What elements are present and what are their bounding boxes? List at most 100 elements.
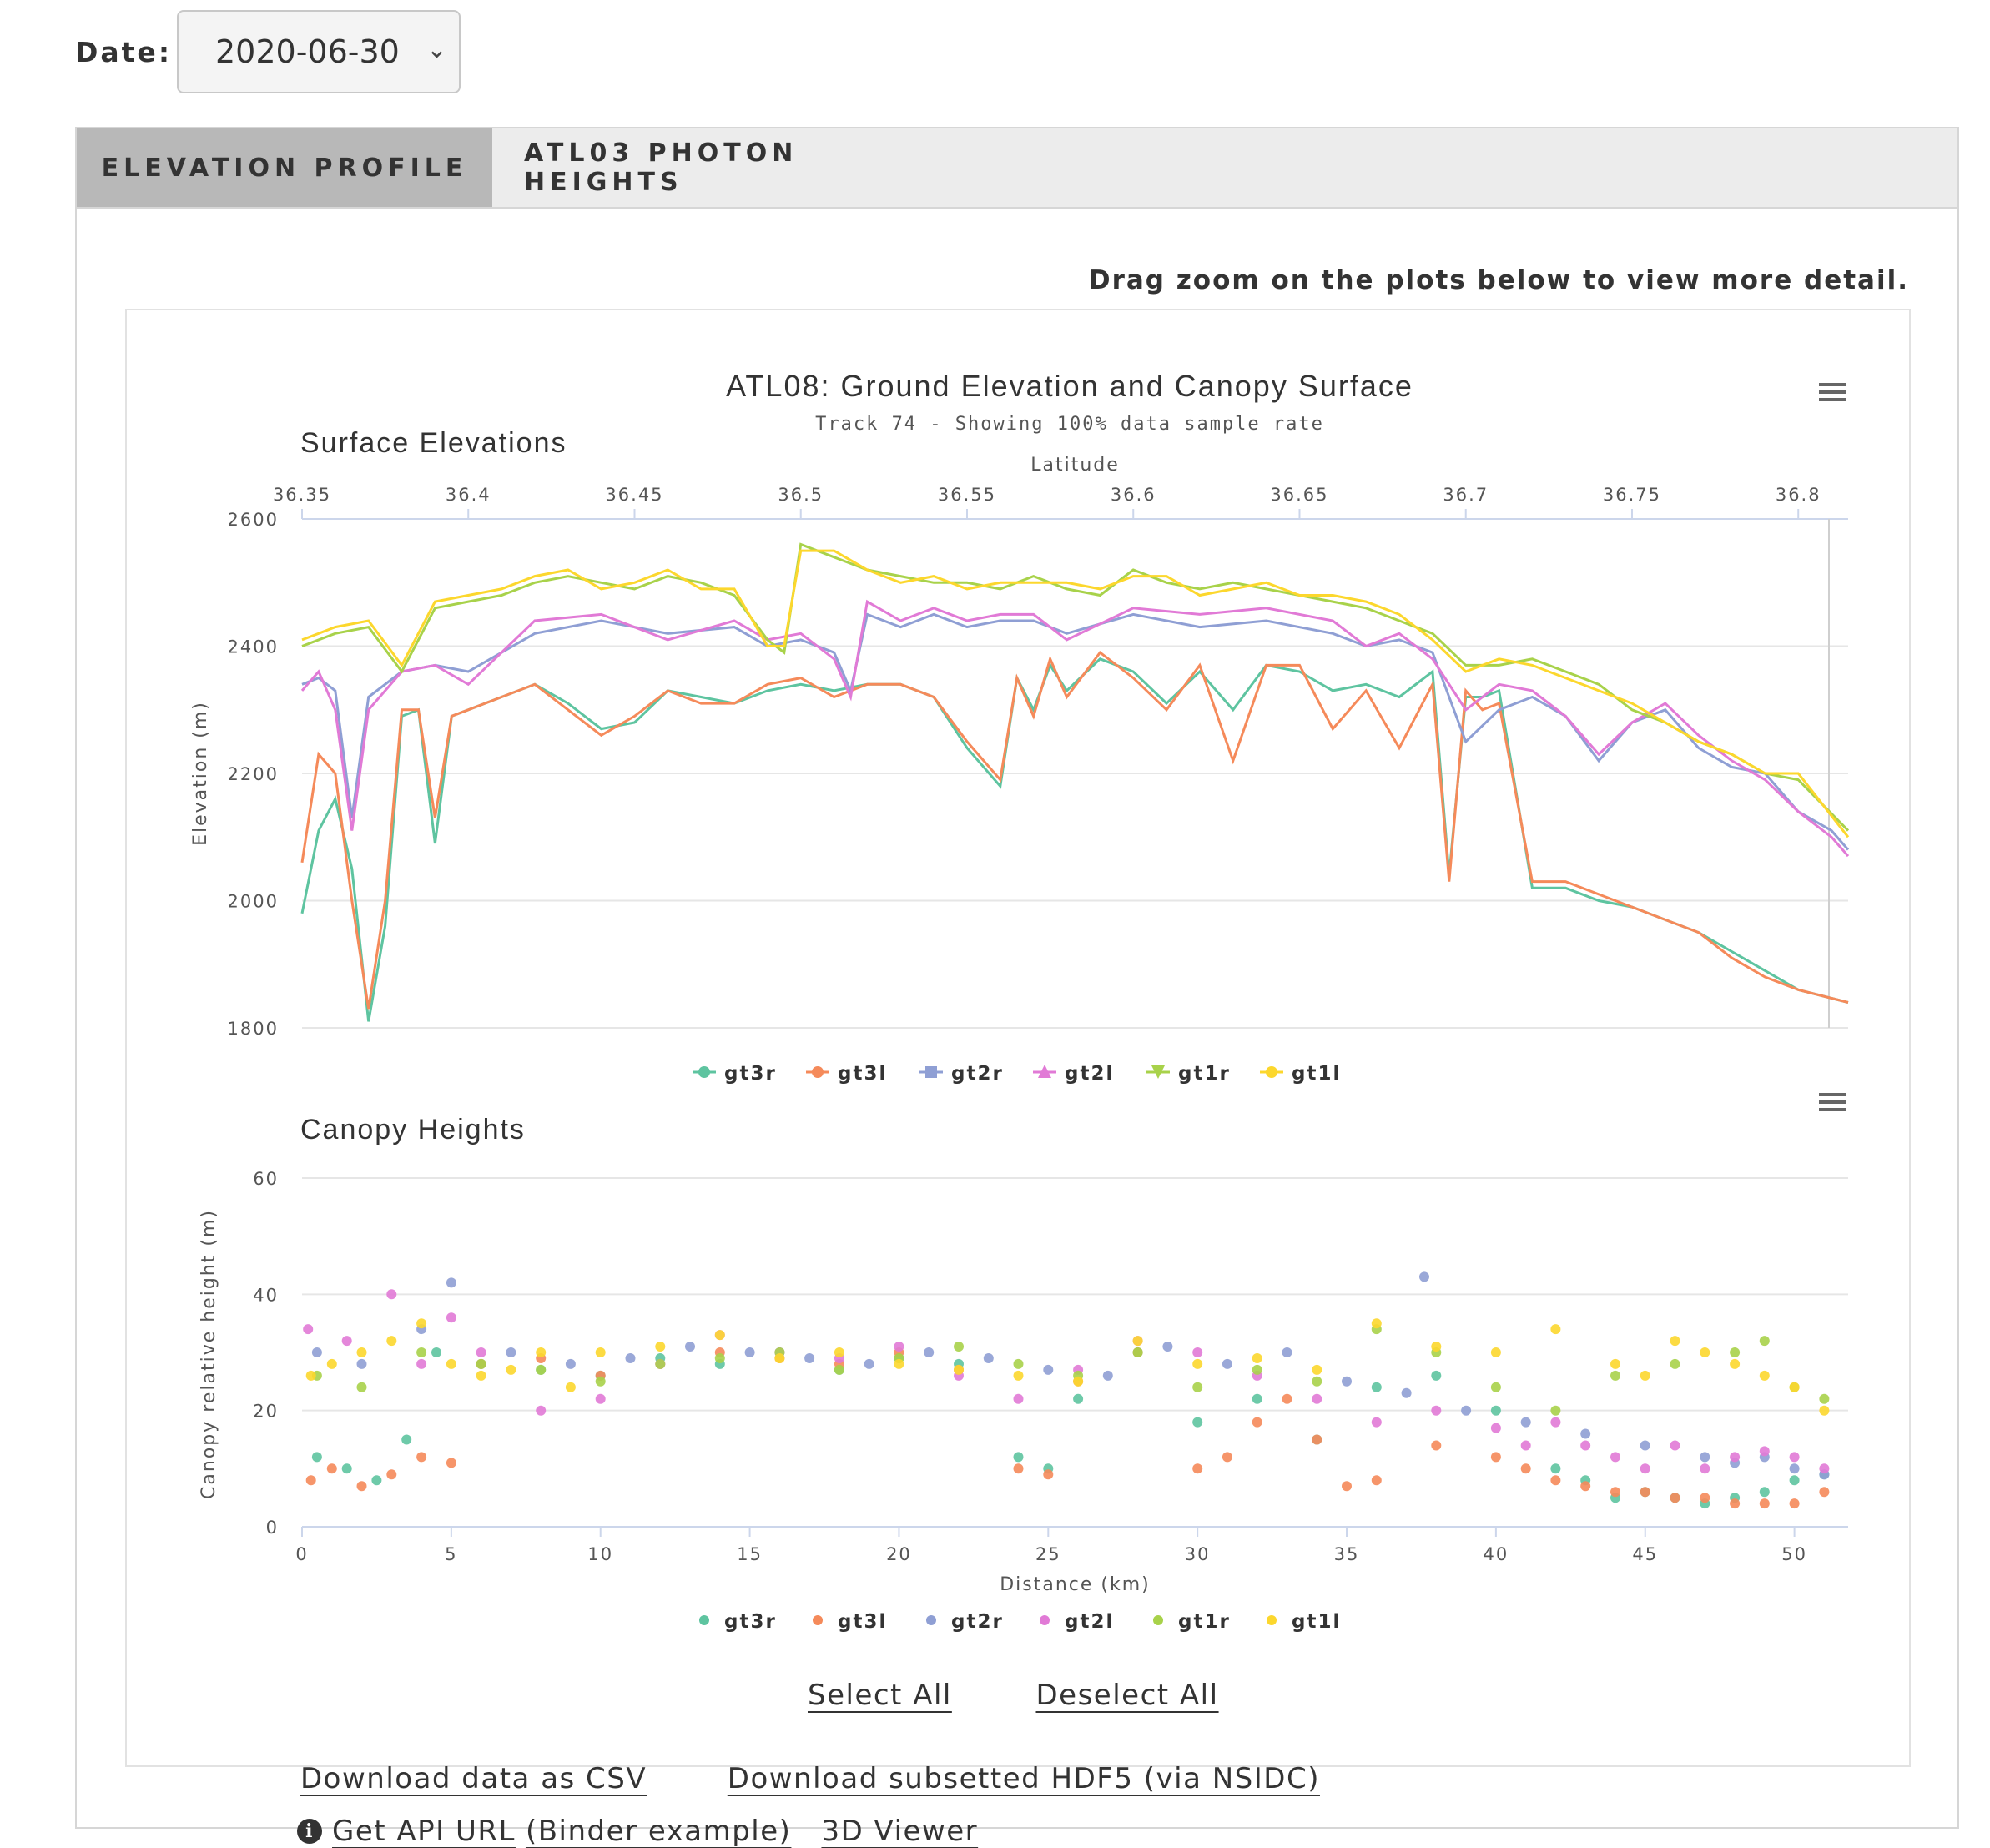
legend-label-gt2r: gt2r [951, 1611, 1004, 1633]
legend-marker-gt3r [699, 1615, 709, 1625]
scatter-point-gt3l [1282, 1393, 1292, 1404]
y-tick-label: 40 [253, 1285, 279, 1305]
scatter-point-gt2l [1819, 1463, 1830, 1474]
scatter-point-gt2r [685, 1342, 695, 1352]
chart-title: ATL08: Ground Elevation and Canopy Surfa… [726, 369, 1413, 403]
x-tick-label: 45 [1632, 1544, 1658, 1564]
scatter-point-gt3l [416, 1452, 427, 1463]
y-axis-title: Canopy relative height (m) [199, 1209, 219, 1499]
scatter-point-gt2l [1371, 1417, 1382, 1428]
download-csv-link[interactable]: Download data as CSV [300, 1762, 647, 1795]
x-tick-label: 35 [1334, 1544, 1360, 1564]
x-axis-title: Latitude [1030, 455, 1120, 476]
scatter-point-gt2r [983, 1353, 994, 1363]
scatter-point-gt1l [356, 1347, 367, 1357]
scatter-point-gt3r [431, 1347, 441, 1357]
scatter-point-gt2r [864, 1358, 874, 1369]
x-tick-label: 20 [886, 1544, 912, 1564]
scatter-point-gt2l [476, 1347, 486, 1357]
deselect-all-link[interactable]: Deselect All [1035, 1679, 1219, 1712]
scatter-point-gt3r [1371, 1382, 1382, 1392]
scatter-point-gt1l [1610, 1358, 1620, 1369]
legend-marker-gt2r [925, 1066, 937, 1078]
scatter-point-gt2l [536, 1405, 547, 1416]
scatter-point-gt2r [625, 1353, 636, 1363]
scatter-point-gt1r [356, 1382, 367, 1392]
get-api-url-link[interactable]: Get API URL [332, 1815, 516, 1848]
scatter-point-gt3r [1431, 1370, 1442, 1381]
scatter-point-gt1r [536, 1364, 547, 1375]
scatter-point-gt3l [1789, 1498, 1800, 1509]
legend-label-gt2r: gt2r [951, 1063, 1004, 1085]
scatter-point-gt1l [655, 1342, 666, 1352]
scatter-point-gt2r [565, 1358, 576, 1369]
x-tick-label: 30 [1185, 1544, 1211, 1564]
scatter-point-gt1l [1312, 1364, 1322, 1375]
scatter-point-gt3r [1252, 1393, 1262, 1404]
canopy-legend: gt3r gt3l gt2r gt2l gt1r gt1l [699, 1611, 1339, 1633]
scatter-point-gt2l [1700, 1463, 1710, 1474]
hamburger-menu-icon[interactable] [1819, 383, 1846, 401]
y-tick-label: 2000 [228, 892, 279, 912]
scatter-point-gt1l [536, 1347, 547, 1357]
scatter-point-gt1r [416, 1347, 427, 1357]
scatter-point-gt2l [1192, 1347, 1203, 1357]
scatter-point-gt3l [1670, 1493, 1680, 1503]
tab-elevation-profile[interactable]: ELEVATION PROFILE [77, 128, 492, 207]
scatter-point-gt1l [1700, 1347, 1710, 1357]
series-line-gt1l [301, 549, 1850, 838]
y-axis-title: Elevation (m) [190, 701, 211, 846]
scatter-point-gt3r [401, 1434, 412, 1445]
scatter-point-gt1r [1192, 1382, 1203, 1392]
x-tick-label: 36.45 [605, 485, 663, 505]
scatter-point-gt2r [1520, 1417, 1531, 1428]
binder-example-link[interactable]: (Binder example) [525, 1815, 792, 1848]
scatter-point-gt3l [1730, 1498, 1741, 1509]
date-select-value: 2020-06-30 [215, 33, 400, 70]
scatter-point-gt2r [1789, 1463, 1800, 1474]
x-tick-label: 36.7 [1443, 485, 1489, 505]
scatter-point-gt1l [1371, 1318, 1382, 1329]
scatter-point-gt1r [1819, 1393, 1830, 1404]
date-label: Date: [75, 35, 173, 68]
scatter-point-gt2l [341, 1336, 352, 1347]
scatter-point-gt1r [1550, 1405, 1561, 1416]
scatter-point-gt2r [1282, 1347, 1292, 1357]
date-select[interactable]: 2020-06-30 ⌄ [177, 10, 461, 93]
x-tick-label: 25 [1035, 1544, 1061, 1564]
series-line-gt2l [300, 599, 1850, 858]
scatter-point-gt1r [1132, 1347, 1143, 1357]
y-tick-label: 2400 [228, 637, 279, 657]
legend-label-gt1l: gt1l [1292, 1063, 1341, 1085]
download-hdf5-link[interactable]: Download subsetted HDF5 (via NSIDC) [727, 1762, 1320, 1795]
scatter-point-gt3l [1371, 1475, 1382, 1486]
results-panel: ELEVATION PROFILE ATL03 PHOTON HEIGHTS D… [75, 127, 1959, 1848]
select-all-link[interactable]: Select All [808, 1679, 952, 1712]
y-tick-label: 2200 [228, 764, 279, 784]
charts-svg: ATL08: Ground Elevation and Canopy Surfa… [190, 369, 1850, 1633]
canopy-chart[interactable]: 60 40 20 00 5 10 15 20 25 30 35 40 45 50 Distance (km)… [199, 1169, 1848, 1595]
scatter-point-gt3l [1043, 1469, 1054, 1480]
3d-viewer-link[interactable]: 3D Viewer [821, 1815, 979, 1848]
scatter-point-gt3r [1550, 1463, 1561, 1474]
scatter-point-gt2l [446, 1312, 456, 1323]
scatter-point-gt2r [1342, 1376, 1352, 1387]
scatter-point-gt3l [1431, 1440, 1442, 1451]
hamburger-menu-icon[interactable] [1819, 1093, 1846, 1111]
scatter-point-gt1r [595, 1376, 606, 1387]
scatter-point-gt3l [1342, 1481, 1352, 1492]
scatter-point-gt2l [386, 1289, 397, 1300]
legend-marker-gt3l [812, 1066, 824, 1078]
scatter-point-gt3l [1610, 1487, 1620, 1498]
scatter-point-gt2r [356, 1358, 367, 1369]
series-line-gt2r [301, 612, 1850, 851]
scatter-point-gt2l [1730, 1452, 1741, 1463]
scatter-point-gt2r [1700, 1452, 1710, 1463]
scatter-point-gt3l [1252, 1417, 1262, 1428]
scatter-point-gt3l [386, 1469, 397, 1480]
y-tick-label: 60 [253, 1169, 279, 1189]
scatter-point-gt3r [1013, 1452, 1024, 1463]
tab-atl03-photon-heights[interactable]: ATL03 PHOTON HEIGHTS [524, 138, 799, 197]
x-tick-label: 36.65 [1270, 485, 1328, 505]
elevation-chart[interactable]: 2600 2400 2200 2000 1800 36.35 36.4 36.45 36.5 36… [190, 455, 1850, 1039]
